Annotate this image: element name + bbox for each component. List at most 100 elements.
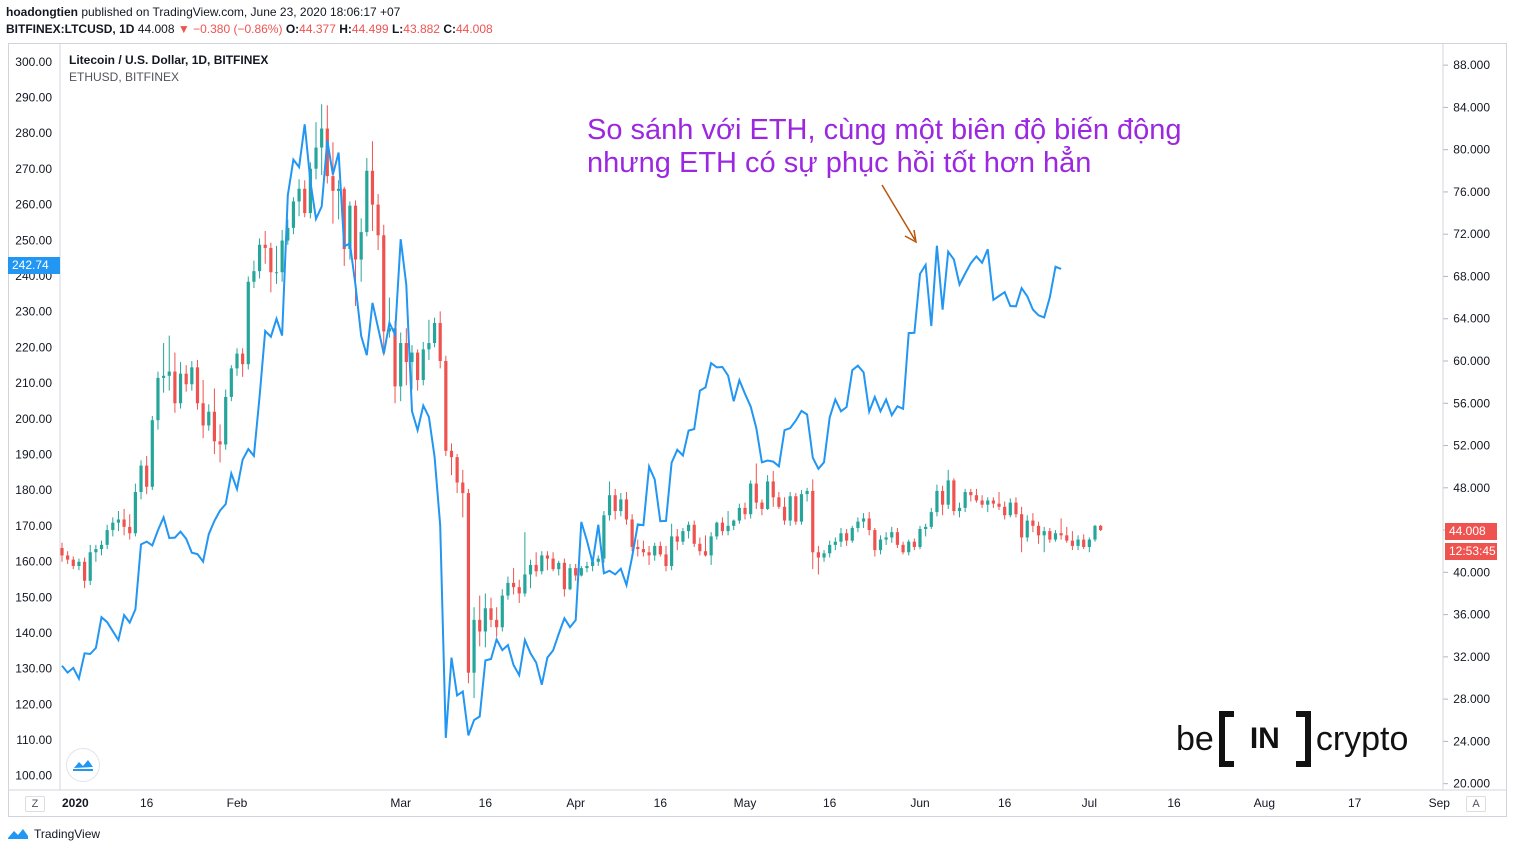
ltc-candle xyxy=(794,493,798,525)
footer-brand[interactable]: TradingView xyxy=(34,827,101,841)
annotation-arrow-icon xyxy=(881,184,917,244)
x-axis-tick: Mar xyxy=(390,796,411,810)
ltc-candle xyxy=(77,558,81,571)
chart-annotation: So sánh với ETH, cùng một biên độ biến đ… xyxy=(587,114,1182,180)
ltc-candle xyxy=(150,415,154,490)
x-axis-tick: 17 xyxy=(1348,796,1362,810)
ltc-candle xyxy=(562,558,566,597)
ltc-candle xyxy=(884,532,888,545)
ltc-candle xyxy=(71,556,75,570)
zoom-button[interactable]: Z xyxy=(25,796,45,812)
ltc-candle xyxy=(867,512,871,536)
tradingview-logo-icon xyxy=(8,829,28,839)
ltc-candle xyxy=(511,568,516,595)
ltc-candle xyxy=(703,535,708,557)
ltc-candle xyxy=(607,481,612,521)
ltc-candle xyxy=(1048,527,1052,543)
low-value: 43.882 xyxy=(403,22,440,36)
eth-price-badge: 242.74 xyxy=(8,257,60,274)
ltc-candle xyxy=(167,335,171,391)
ltc-candle xyxy=(596,555,600,566)
ltc-candle xyxy=(427,319,431,360)
x-axis-tick: May xyxy=(734,796,757,810)
left-axis-tick: 300.00 xyxy=(15,55,52,69)
left-axis-tick: 200.00 xyxy=(15,412,52,426)
right-axis-tick: 40.000 xyxy=(1453,565,1490,579)
ltc-candle xyxy=(111,517,115,537)
ltc-candle xyxy=(528,559,533,589)
ltc-candle xyxy=(365,158,369,237)
ltc-candle xyxy=(935,484,939,517)
publisher-name[interactable]: hoadongtien xyxy=(6,5,78,19)
legend-main[interactable]: Litecoin / U.S. Dollar, 1D, BITFINEX xyxy=(69,53,269,67)
ltc-candle xyxy=(1008,498,1012,518)
ltc-candle xyxy=(760,499,764,516)
ltc-candle xyxy=(839,527,843,547)
watermark-logo: be IN crypto xyxy=(1176,708,1408,770)
ltc-candle xyxy=(957,502,962,518)
ltc-candle xyxy=(805,487,809,502)
ltc-candle xyxy=(929,507,933,530)
auto-scale-button[interactable]: A xyxy=(1466,796,1486,812)
ltc-candle xyxy=(145,456,149,495)
ltc-candle xyxy=(1053,530,1058,542)
ltc-candle xyxy=(997,492,1001,510)
ltc-candle xyxy=(286,219,290,245)
ltc-candle xyxy=(788,492,792,526)
watermark-mid: IN xyxy=(1249,722,1280,755)
ltc-price-badge: 44.008 xyxy=(1445,523,1497,540)
ltc-candle xyxy=(229,365,233,402)
ltc-candle xyxy=(940,485,945,516)
ltc-candle xyxy=(224,389,228,450)
ltc-candle xyxy=(551,552,555,572)
ltc-candles xyxy=(60,104,1103,699)
right-axis-tick: 52.000 xyxy=(1453,439,1490,453)
ltc-candle xyxy=(737,503,741,524)
ltc-candle xyxy=(692,520,696,547)
right-axis-tick: 20.000 xyxy=(1453,777,1490,791)
ltc-candle xyxy=(912,538,916,551)
ltc-candle xyxy=(241,348,245,377)
ltc-candle xyxy=(99,540,104,556)
annotation-line-2: nhưng ETH có sự phục hồi tốt hơn hẳn xyxy=(587,147,1092,179)
ltc-candle xyxy=(500,589,504,632)
ltc-candle xyxy=(359,218,363,282)
ltc-candle xyxy=(387,297,391,338)
ltc-candle xyxy=(946,469,950,509)
legend-sub[interactable]: ETHUSD, BITFINEX xyxy=(69,70,180,84)
ltc-candle xyxy=(173,352,177,413)
ltc-candle xyxy=(1031,513,1035,533)
ltc-candle xyxy=(66,551,70,564)
ltc-candle xyxy=(664,545,668,572)
price-change: −0.380 (−0.86%) xyxy=(193,22,283,36)
ltc-candle xyxy=(743,502,747,520)
ltc-candle xyxy=(257,238,262,279)
ltc-candle xyxy=(715,521,719,540)
ltc-candle xyxy=(602,511,606,563)
open-value: 44.377 xyxy=(299,22,336,36)
ltc-candle xyxy=(376,194,380,251)
ltc-candle xyxy=(686,521,691,539)
right-axis-tick: 68.000 xyxy=(1453,269,1490,283)
left-axis-tick: 270.00 xyxy=(15,162,52,176)
ltc-candle xyxy=(274,245,279,284)
ltc-candle xyxy=(212,388,217,454)
ltc-candle xyxy=(336,180,341,220)
ltc-candle xyxy=(924,523,928,537)
chart-legend: Litecoin / U.S. Dollar, 1D, BITFINEX ETH… xyxy=(69,52,268,86)
ltc-candle xyxy=(489,597,493,628)
ltc-candle xyxy=(303,180,307,218)
ltc-candle xyxy=(88,544,92,586)
ltc-candle xyxy=(1087,537,1091,553)
ltc-candle xyxy=(833,537,837,551)
ltc-candle xyxy=(235,348,239,376)
ltc-candle xyxy=(907,539,911,556)
ltc-candle xyxy=(122,508,126,536)
watermark-bracket-icon: IN xyxy=(1218,710,1312,768)
ltc-candle xyxy=(861,513,866,528)
ltc-candle xyxy=(128,514,132,540)
tradingview-button[interactable] xyxy=(66,748,100,782)
ltc-candle xyxy=(1020,506,1024,553)
left-axis-tick: 230.00 xyxy=(15,305,52,319)
